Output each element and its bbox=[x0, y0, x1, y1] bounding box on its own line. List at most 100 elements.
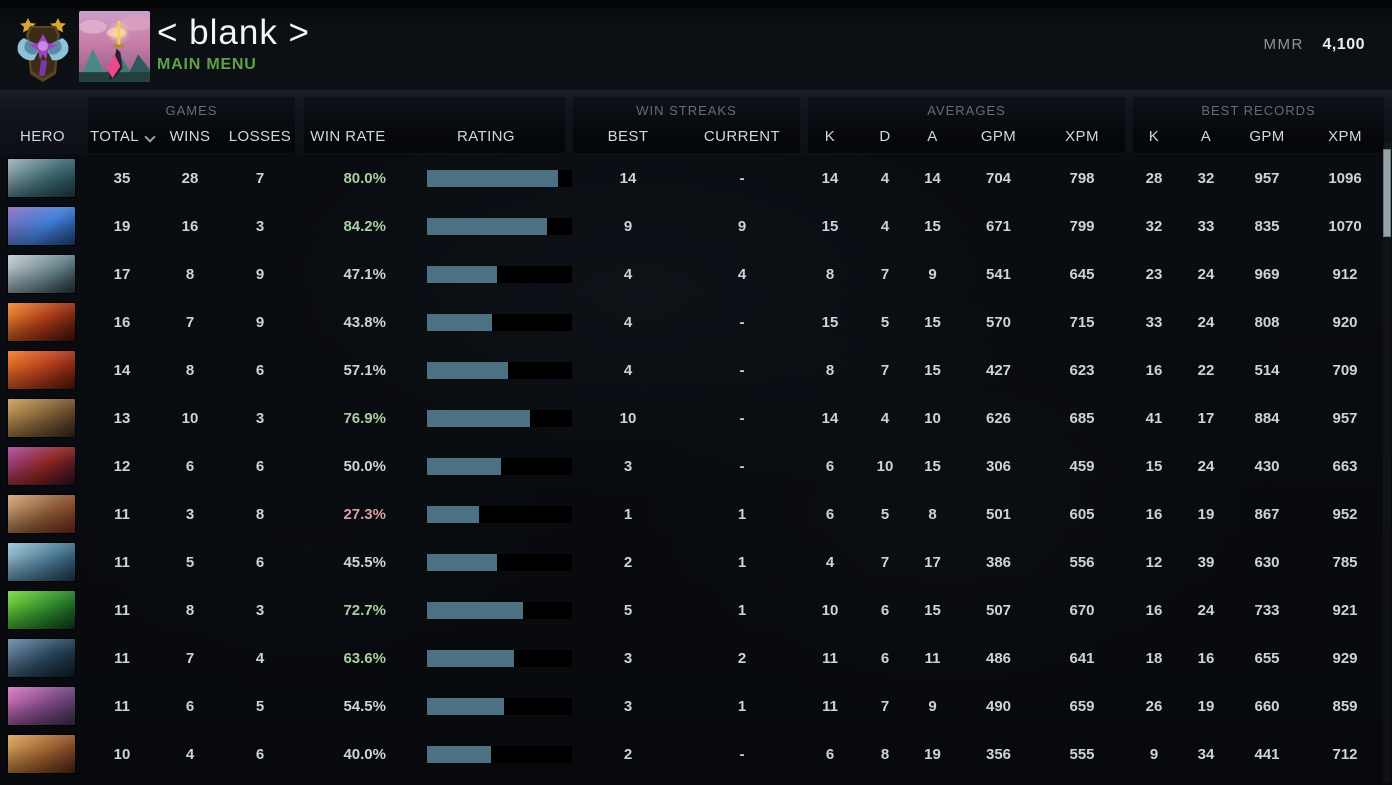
hero-row-templar-assassin[interactable]: 11 6 5 54.5% 3 1 11 7 9 490 659 26 19 66… bbox=[0, 682, 1392, 730]
rating-bar bbox=[427, 553, 572, 571]
troll-warlord-portrait-icon bbox=[8, 351, 75, 389]
hero-row-lifestealer[interactable]: 11 3 8 27.3% 1 1 6 5 8 501 605 16 19 867… bbox=[0, 490, 1392, 538]
best-xpm-column-header[interactable]: XPM bbox=[1328, 128, 1362, 145]
hero-row-kunkka[interactable]: 35 28 7 80.0% 14 - 14 4 14 704 798 28 32… bbox=[0, 154, 1392, 202]
avg-xpm-value: 685 bbox=[1069, 409, 1095, 427]
losses-value: 4 bbox=[255, 649, 265, 667]
avg-xpm-value: 659 bbox=[1069, 697, 1095, 715]
best-xpm-value: 929 bbox=[1332, 649, 1358, 667]
best-assists-value: 22 bbox=[1197, 361, 1215, 379]
avg-deaths-value: 4 bbox=[880, 169, 890, 187]
best-assists-value: 24 bbox=[1197, 313, 1215, 331]
best-streak-column-header[interactable]: BEST bbox=[607, 128, 649, 145]
hero-row-troll-warlord[interactable]: 14 8 6 57.1% 4 - 8 7 15 427 623 16 22 51… bbox=[0, 346, 1392, 394]
avg-gpm-column-header[interactable]: GPM bbox=[980, 128, 1017, 145]
wins-column-header[interactable]: WINS bbox=[169, 128, 211, 145]
hero-row-sven[interactable]: 17 8 9 47.1% 4 4 8 7 9 541 645 23 24 969… bbox=[0, 250, 1392, 298]
avg-kills-value: 15 bbox=[821, 313, 839, 331]
total-column-header[interactable]: TOTAL bbox=[88, 128, 156, 145]
current-streak-value: 1 bbox=[737, 601, 747, 619]
rating-bar-fill bbox=[427, 745, 491, 763]
rating-column-header[interactable]: RATING bbox=[457, 128, 515, 145]
hero-table-body: 35 28 7 80.0% 14 - 14 4 14 704 798 28 32… bbox=[0, 154, 1392, 785]
avg-kills-value: 10 bbox=[821, 601, 839, 619]
avg-gpm-value: 427 bbox=[985, 361, 1012, 379]
games-group-panel: GAMES bbox=[88, 97, 295, 153]
avg-deaths-value: 6 bbox=[880, 649, 890, 667]
avg-deaths-value: 7 bbox=[880, 361, 890, 379]
total-games-value: 11 bbox=[114, 697, 130, 715]
hero-row-magnus[interactable]: 11 5 6 45.5% 2 1 4 7 17 386 556 12 39 63… bbox=[0, 538, 1392, 586]
best-xpm-value: 952 bbox=[1332, 505, 1358, 523]
main-menu-button[interactable]: MAIN MENU bbox=[157, 56, 257, 73]
hero-row-earthshaker[interactable]: 10 4 6 40.0% 2 - 6 8 19 356 555 9 34 441… bbox=[0, 730, 1392, 778]
rating-bar bbox=[427, 313, 572, 331]
hero-row-puck[interactable]: 19 16 3 84.2% 9 9 15 4 15 671 799 32 33 … bbox=[0, 202, 1392, 250]
avg-deaths-value: 5 bbox=[880, 505, 890, 523]
best-gpm-value: 514 bbox=[1254, 361, 1280, 379]
magnus-portrait-icon bbox=[8, 543, 75, 581]
wins-value: 8 bbox=[185, 601, 195, 619]
best-streak-value: 9 bbox=[623, 217, 633, 235]
hero-row-phantom-assassin[interactable]: 11 7 4 63.6% 3 2 11 6 11 486 641 18 16 6… bbox=[0, 634, 1392, 682]
total-games-value: 11 bbox=[114, 649, 130, 667]
avg-gpm-value: 570 bbox=[985, 313, 1012, 331]
avg-xpm-column-header[interactable]: XPM bbox=[1065, 128, 1099, 145]
best-xpm-value: 712 bbox=[1332, 745, 1358, 763]
rubick-portrait-icon bbox=[8, 591, 75, 629]
sort-descending-icon bbox=[146, 133, 154, 141]
ember-spirit-portrait-icon bbox=[8, 303, 75, 341]
avg-xpm-value: 555 bbox=[1069, 745, 1095, 763]
losses-value: 3 bbox=[255, 217, 265, 235]
best-xpm-value: 1096 bbox=[1328, 169, 1362, 187]
avg-deaths-column-header[interactable]: D bbox=[879, 128, 891, 145]
best-streak-value: 14 bbox=[619, 169, 637, 187]
hero-row-batrider[interactable]: 13 10 3 76.9% 10 - 14 4 10 626 685 41 17… bbox=[0, 394, 1392, 442]
total-games-value: 12 bbox=[113, 457, 131, 475]
rating-bar bbox=[427, 169, 572, 187]
hero-row-ember-spirit[interactable]: 16 7 9 43.8% 4 - 15 5 15 570 715 33 24 8… bbox=[0, 298, 1392, 346]
best-assists-value: 16 bbox=[1197, 649, 1215, 667]
rating-bar-fill bbox=[427, 265, 497, 283]
earthshaker-portrait-icon bbox=[8, 735, 75, 773]
best-kills-column-header[interactable]: K bbox=[1148, 128, 1160, 145]
avg-gpm-value: 356 bbox=[985, 745, 1012, 763]
avg-kills-value: 6 bbox=[825, 745, 835, 763]
win-rate-value: 57.1% bbox=[343, 361, 386, 379]
rating-bar-fill bbox=[427, 553, 497, 571]
hero-column-header: HERO bbox=[20, 128, 65, 145]
best-assists-column-header[interactable]: A bbox=[1200, 128, 1212, 145]
rating-bar bbox=[427, 697, 572, 715]
win-rate-column-header[interactable]: WIN RATE bbox=[310, 128, 386, 145]
scrollbar-track[interactable] bbox=[1383, 143, 1391, 783]
player-avatar[interactable] bbox=[79, 11, 150, 82]
phantom-assassin-portrait-icon bbox=[8, 639, 75, 677]
best-xpm-value: 709 bbox=[1332, 361, 1358, 379]
losses-column-header[interactable]: LOSSES bbox=[228, 128, 292, 145]
win-rate-value: 63.6% bbox=[343, 649, 386, 667]
losses-value: 6 bbox=[255, 361, 265, 379]
hero-row-rubick[interactable]: 11 8 3 72.7% 5 1 10 6 15 507 670 16 24 7… bbox=[0, 586, 1392, 634]
scrollbar-thumb[interactable] bbox=[1383, 149, 1391, 237]
wins-value: 6 bbox=[185, 697, 195, 715]
avg-assists-value: 10 bbox=[924, 409, 941, 427]
losses-value: 6 bbox=[255, 457, 265, 475]
current-streak-value: - bbox=[739, 313, 745, 331]
best-gpm-value: 884 bbox=[1254, 409, 1280, 427]
avg-assists-value: 9 bbox=[928, 265, 937, 283]
best-kills-value: 9 bbox=[1149, 745, 1159, 763]
best-xpm-value: 785 bbox=[1332, 553, 1358, 571]
table-header: GAMES WIN STREAKS AVERAGES BEST RECORDS … bbox=[0, 90, 1392, 154]
best-gpm-value: 957 bbox=[1254, 169, 1280, 187]
avg-kills-column-header[interactable]: K bbox=[824, 128, 836, 145]
avg-gpm-value: 541 bbox=[985, 265, 1012, 283]
best-gpm-column-header[interactable]: GPM bbox=[1249, 128, 1285, 145]
avg-kills-value: 6 bbox=[825, 457, 835, 475]
avg-assists-value: 14 bbox=[924, 169, 941, 187]
avg-xpm-value: 556 bbox=[1069, 553, 1095, 571]
avg-assists-column-header[interactable]: A bbox=[927, 128, 938, 145]
hero-row-lion[interactable]: 12 6 6 50.0% 3 - 6 10 15 306 459 15 24 4… bbox=[0, 442, 1392, 490]
current-streak-column-header[interactable]: CURRENT bbox=[703, 128, 781, 145]
ancient-rank-medal-icon bbox=[10, 10, 76, 84]
avg-deaths-value: 4 bbox=[880, 409, 890, 427]
